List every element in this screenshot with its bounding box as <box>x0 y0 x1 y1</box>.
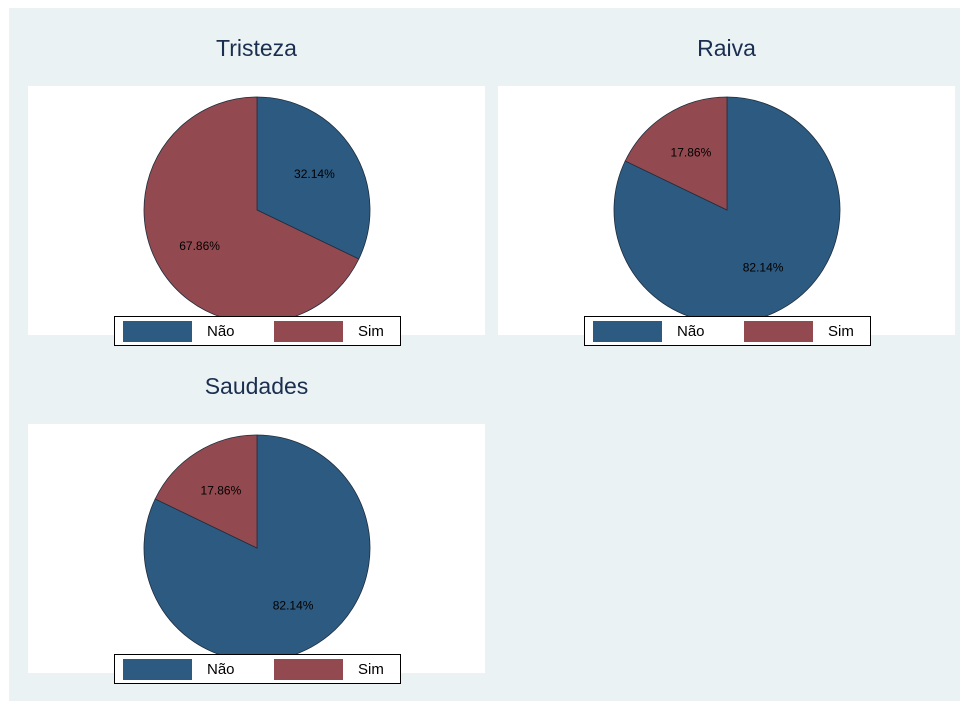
pie-chart-saudades: 82.14% 17.86% <box>143 434 371 662</box>
pie-slice-sim <box>143 96 360 324</box>
legend-swatch-nao <box>123 320 192 342</box>
legend-swatch-nao <box>593 320 662 342</box>
legend-swatch-sim <box>274 658 343 680</box>
legend-item-nao: Não <box>593 320 711 342</box>
pie-slice-sim <box>154 434 258 549</box>
legend-item-sim: Sim <box>274 320 392 342</box>
pie-slice-nao <box>256 96 371 260</box>
legend-swatch-sim <box>744 320 813 342</box>
legend-item-nao: Não <box>123 658 241 680</box>
chart-title: Raiva <box>697 35 756 61</box>
slice-label-sim: 17.86% <box>671 146 712 160</box>
plot-region: 82.14% 17.86% <box>498 86 955 335</box>
legend-swatch-sim <box>274 320 343 342</box>
chart-frame: Tristeza 32.14% 67.86% Não Sim Raiva 82.1… <box>9 8 960 701</box>
pie-chart-raiva: 82.14% 17.86% <box>613 96 841 324</box>
plot-region: 82.14% 17.86% <box>28 424 485 673</box>
pie-panel-tristeza: Tristeza 32.14% 67.86% Não Sim <box>28 34 485 354</box>
pie-chart-tristeza: 32.14% 67.86% <box>143 96 371 324</box>
legend-item-sim: Sim <box>744 320 862 342</box>
slice-label-sim: 17.86% <box>201 484 242 498</box>
pie-slice-sim <box>624 96 728 211</box>
chart-title: Tristeza <box>216 35 297 61</box>
legend: Não Sim <box>114 316 401 346</box>
legend-label-sim: Sim <box>828 322 854 340</box>
legend-label-sim: Sim <box>358 322 384 340</box>
plot-region: 32.14% 67.86% <box>28 86 485 335</box>
pie-panel-saudades: Saudades 82.14% 17.86% Não Sim <box>28 372 485 692</box>
legend: Não Sim <box>114 654 401 684</box>
legend-label-sim: Sim <box>358 660 384 678</box>
legend-item-nao: Não <box>123 320 241 342</box>
slice-label-nao: 32.14% <box>294 167 335 181</box>
pie-panel-raiva: Raiva 82.14% 17.86% Não Sim <box>498 34 955 354</box>
legend-label-nao: Não <box>677 322 705 340</box>
legend-label-nao: Não <box>207 660 235 678</box>
chart-title: Saudades <box>204 373 309 399</box>
slice-label-sim: 67.86% <box>179 239 220 253</box>
legend-label-nao: Não <box>207 322 235 340</box>
slice-label-nao: 82.14% <box>743 260 784 274</box>
legend: Não Sim <box>584 316 871 346</box>
legend-swatch-nao <box>123 658 192 680</box>
legend-item-sim: Sim <box>274 658 392 680</box>
slice-label-nao: 82.14% <box>273 598 314 612</box>
